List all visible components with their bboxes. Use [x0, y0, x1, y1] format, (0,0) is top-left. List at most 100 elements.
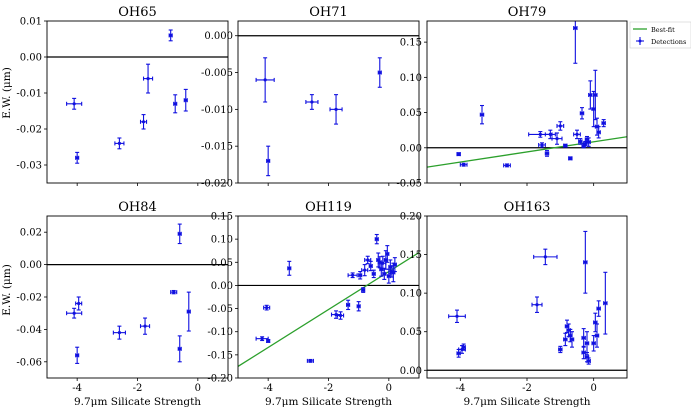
legend-fit-label: Best-fit: [651, 26, 675, 34]
axes-frame-oh79: [426, 20, 628, 184]
data-point-oh163-0: [448, 309, 466, 324]
x-axis-label-oh119: 9.7μm Silicate Strength: [265, 396, 392, 408]
y-tick-label-oh119-3: 0.00: [211, 281, 233, 292]
y-tick-label-oh71-0: 0.000: [204, 31, 233, 42]
marker: [568, 156, 572, 160]
x-axis-label-oh84: 9.7μm Silicate Strength: [74, 396, 201, 408]
y-tick-label-oh79-2: 0.05: [400, 108, 422, 119]
marker: [376, 258, 380, 262]
marker: [287, 266, 291, 270]
data-point-oh79-23: [596, 126, 601, 139]
data-point-oh65-0: [66, 97, 83, 110]
data-point-oh119-4: [306, 358, 314, 363]
data-point-oh84-6: [177, 223, 182, 245]
marker: [563, 337, 567, 342]
y-tick-label-oh119-7: -0.20: [207, 374, 233, 385]
marker: [372, 272, 376, 276]
data-point-oh163-3: [461, 343, 466, 351]
data-point-oh163-11: [569, 331, 575, 348]
data-point-oh65-6: [173, 94, 178, 114]
marker: [563, 144, 567, 148]
panel-title-oh65: OH65: [118, 5, 157, 20]
y-tick-label-oh84-2: -0.02: [16, 293, 42, 304]
x-tick-label-oh163-0: -4: [455, 383, 465, 394]
y-axis-label-top: E.W. (μm): [1, 67, 13, 119]
data-point-oh163-20: [594, 323, 600, 348]
data-point-oh71-2: [305, 94, 319, 110]
plot-area-oh84: [47, 223, 228, 364]
y-tick-label-oh84-3: -0.04: [16, 325, 42, 336]
data-point-oh79-11: [544, 150, 550, 157]
y-tick-label-oh84-4: -0.06: [16, 357, 42, 368]
y-tick-label-oh119-4: -0.05: [207, 304, 233, 315]
data-point-oh79-25: [573, 21, 578, 64]
data-point-oh71-0: [255, 57, 275, 103]
marker: [580, 111, 584, 115]
marker: [540, 143, 544, 147]
axes-frame-oh119: [237, 215, 420, 379]
data-point-oh71-3: [329, 94, 343, 125]
data-point-oh79-24: [601, 119, 606, 128]
marker: [588, 93, 592, 97]
data-point-oh84-2: [75, 346, 80, 364]
marker: [593, 93, 597, 97]
marker: [308, 359, 312, 363]
y-tick-label-oh163-1: 0.15: [400, 250, 422, 261]
marker: [346, 303, 350, 307]
marker: [263, 78, 267, 82]
data-point-oh79-7: [556, 121, 565, 131]
legend-detection-marker: [636, 37, 644, 45]
marker: [457, 351, 461, 355]
marker: [462, 163, 466, 167]
marker: [172, 290, 176, 294]
marker: [384, 258, 388, 262]
marker: [358, 273, 362, 277]
data-point-oh163-15: [584, 331, 590, 356]
marker: [338, 313, 343, 318]
y-tick-label-oh71-4: -0.020: [201, 179, 233, 190]
marker: [573, 26, 577, 30]
plot-area-oh79: [427, 21, 627, 168]
panel-title-oh84: OH84: [118, 200, 157, 215]
marker: [381, 261, 385, 265]
y-tick-label-oh84-1: 0.00: [20, 260, 42, 271]
marker: [595, 333, 599, 338]
x-axis-label-oh163: 9.7μm Silicate Strength: [463, 396, 590, 408]
marker: [117, 141, 121, 145]
marker: [77, 301, 81, 306]
plot-area-oh71: [238, 35, 419, 177]
data-point-oh65-5: [168, 29, 173, 42]
marker: [393, 263, 397, 267]
y-tick-label-oh119-1: 0.10: [211, 235, 233, 246]
marker: [361, 288, 365, 292]
marker: [583, 141, 587, 146]
data-point-oh65-7: [183, 88, 188, 112]
marker: [266, 339, 270, 343]
data-point-oh119-9: [356, 301, 361, 312]
data-point-oh119-12: [361, 264, 369, 277]
x-tick-label-oh84-2: 0: [195, 383, 201, 394]
marker: [366, 258, 370, 262]
marker: [146, 77, 150, 81]
marker: [462, 345, 466, 349]
panel-title-oh71: OH71: [309, 5, 348, 20]
data-point-oh119-5: [330, 310, 342, 319]
data-point-oh119-11: [361, 287, 366, 293]
marker: [568, 333, 572, 338]
y-tick-label-oh79-4: -0.05: [396, 179, 422, 190]
marker: [555, 137, 559, 141]
plot-area-oh163: [427, 230, 627, 371]
marker: [593, 320, 597, 325]
data-point-oh119-13: [364, 255, 372, 265]
y-tick-label-oh71-1: -0.005: [201, 68, 233, 79]
panels: OH650.010.00-0.01-0.02-0.03OH710.000-0.0…: [16, 5, 628, 408]
data-point-oh79-21: [593, 69, 598, 121]
y-tick-label-oh163-4: 0.00: [400, 366, 422, 377]
data-point-oh119-0: [263, 304, 271, 311]
marker: [597, 306, 601, 311]
data-point-oh163-4: [531, 296, 543, 313]
panel-oh65: OH65 0.01 0.00 -0.01 -0.02 -0.03: [16, 5, 229, 186]
panel-title-oh119: OH119: [305, 200, 352, 215]
data-point-oh119-14: [368, 260, 373, 272]
